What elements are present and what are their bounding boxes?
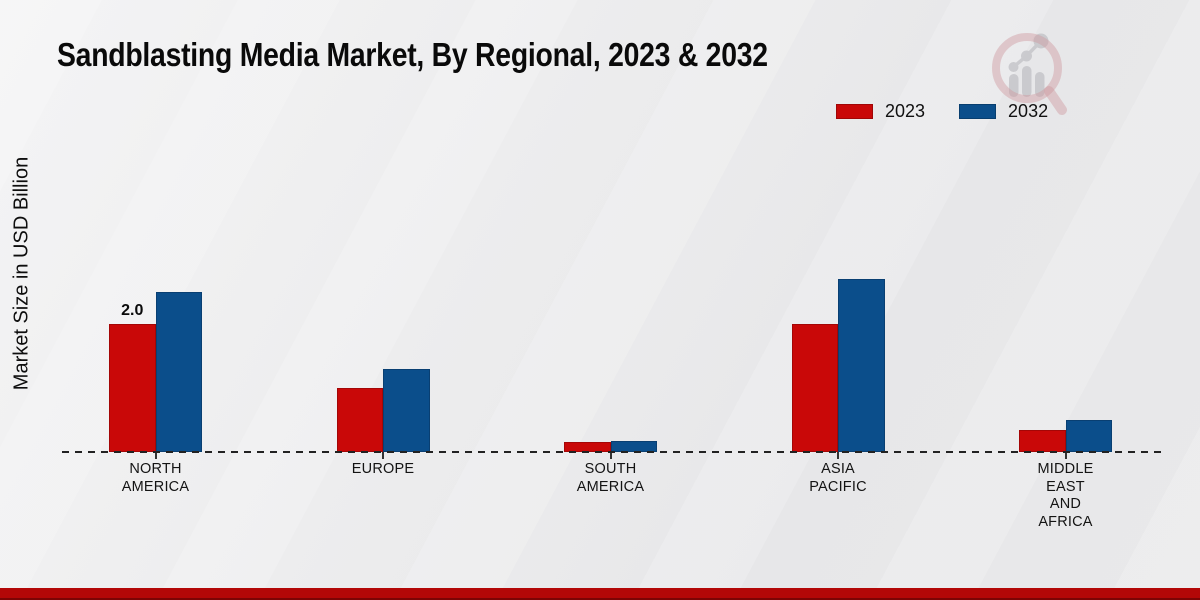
x-axis-tick [1064, 452, 1067, 459]
legend-swatch-2032 [959, 104, 997, 119]
x-axis-baseline [62, 451, 1162, 453]
legend-item-2032: 2032 [959, 101, 1048, 122]
bar-2023-middle-east-and-africa [1019, 429, 1066, 452]
x-axis-category-label: NORTH AMERICA [121, 461, 190, 495]
legend-item-2023: 2023 [836, 101, 925, 122]
legend: 2023 2032 [836, 101, 1048, 122]
bar-2023-europe [336, 388, 383, 452]
x-axis-category-label: SOUTH AMERICA [576, 461, 645, 495]
legend-swatch-2023 [836, 104, 873, 119]
legend-label-2023: 2023 [885, 101, 926, 121]
x-axis-tick [837, 452, 839, 459]
bar-2032-middle-east-and-africa [1065, 420, 1112, 452]
bar-2032-asia-pacific [838, 279, 885, 452]
bar-2023-asia-pacific [791, 324, 838, 452]
x-axis-category-label: EUROPE [351, 461, 415, 477]
market-research-future-logo [992, 33, 1067, 115]
bar-2023-south-america [564, 442, 611, 452]
legend-label-2032: 2032 [1008, 101, 1049, 121]
x-axis-tick [154, 452, 157, 459]
chart-title: Sandblasting Media Market, By Regional, … [57, 36, 768, 73]
bar-2032-europe [383, 368, 430, 452]
bar-2032-south-america [610, 441, 657, 452]
x-axis-tick [382, 452, 384, 459]
footer-accent-bar [0, 588, 1200, 600]
bar-2032-north-america [155, 292, 202, 452]
bar-2023-north-america [109, 324, 156, 452]
x-axis-category-label: ASIA PACIFIC [809, 461, 867, 495]
bar-value-label: 2.0 [121, 302, 144, 319]
x-axis-tick [609, 452, 612, 459]
x-axis-category-label: MIDDLE EAST AND AFRICA [1037, 461, 1094, 530]
